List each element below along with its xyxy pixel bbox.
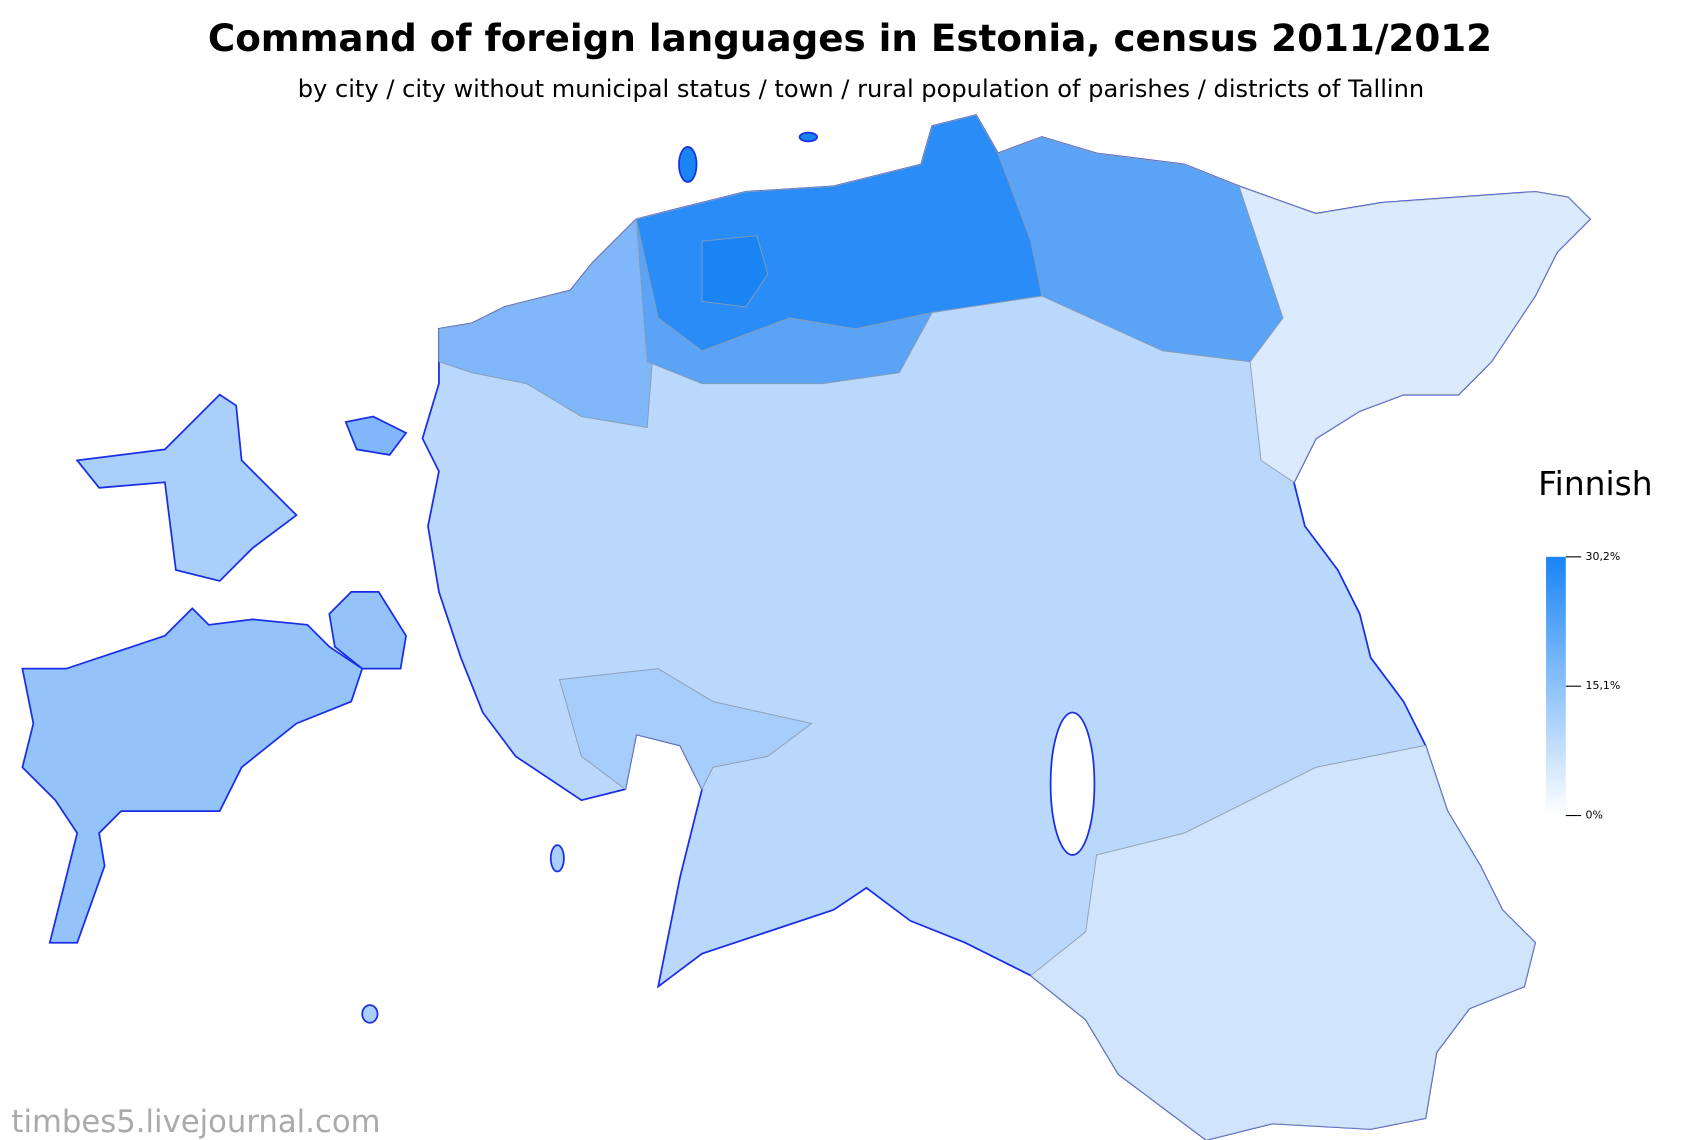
color-bar — [1546, 556, 1566, 816]
legend: Finnish 0% 15,1% 30,2% — [1538, 464, 1652, 821]
title: Command of foreign languages in Estonia,… — [208, 16, 1492, 60]
island — [361, 1004, 379, 1024]
island — [678, 146, 698, 183]
map — [21, 114, 1592, 1140]
hiiumaa — [75, 393, 298, 582]
legend-tick-label: 30,2% — [1586, 550, 1621, 563]
island — [549, 844, 565, 873]
region-east — [1238, 185, 1591, 483]
subtitle: by city / city without municipal status … — [298, 75, 1424, 103]
saaremaa — [21, 607, 364, 944]
region-southwest — [558, 668, 813, 791]
legend-tick-label: 15,1% — [1586, 679, 1621, 692]
legend-title: Finnish — [1538, 464, 1652, 503]
lake — [1049, 711, 1096, 856]
region-tallinn — [701, 235, 769, 308]
watermark: timbes5.livejournal.com — [11, 1105, 380, 1140]
vormsi — [344, 415, 408, 456]
legend-tick-label: 0% — [1586, 809, 1603, 822]
region-southeast — [1030, 744, 1536, 1140]
island — [798, 131, 818, 143]
muhu — [328, 591, 407, 670]
